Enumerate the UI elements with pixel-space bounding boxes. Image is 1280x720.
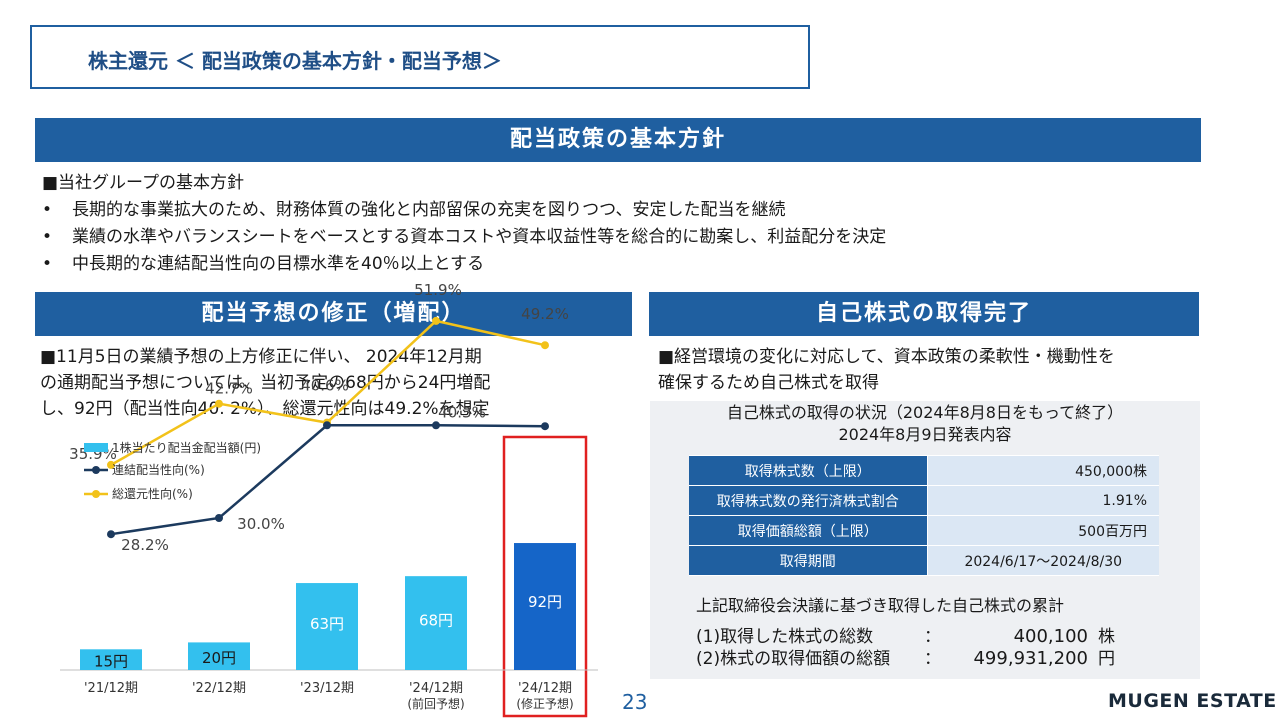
buyback-line: 確保するため自己株式を取得: [658, 373, 879, 393]
bar: [188, 642, 250, 670]
revision-line: し、92円（配当性向40. 2%）、総還元性向は49.2%を想定: [40, 399, 490, 419]
policy-bullet: • 業績の水準やバランスシートをベースとする資本コストや資本収益性等を総合的に勘案…: [42, 227, 887, 247]
page-title: 株主還元 ＜ 配当政策の基本方針・配当予想＞: [88, 49, 502, 73]
legend-swatch: [92, 466, 100, 474]
bar-value-label: 63円: [310, 615, 344, 633]
bar: [296, 583, 358, 670]
bar-value-label: 68円: [419, 611, 453, 629]
cumulative-title: 上記取締役会決議に基づき取得した自己株式の累計: [696, 596, 1065, 615]
buyback-band: 自己株式の取得完了: [649, 292, 1199, 336]
payout-data-label: 30.0%: [237, 515, 285, 533]
table-row: 取得株式数（上限） 450,000株: [689, 455, 1159, 486]
x-tick-sublabel: (修正予想): [516, 696, 573, 711]
bar: [405, 576, 467, 670]
revision-line: の通期配当予想については、当初予定の68円から24円増配: [40, 373, 491, 393]
payout-point: [215, 514, 223, 522]
buyback-table: 取得株式数（上限） 450,000株 取得株式数の発行済株式割合 1.91% 取得価…: [689, 455, 1159, 576]
bar-value-label: 92円: [528, 593, 562, 611]
bar-value-label: 20円: [202, 649, 236, 667]
legend-label: 1株当たり配当金配当額(円): [112, 440, 261, 455]
cumulative-row: (1)取得した株式の総数： 400,100 株: [696, 626, 1115, 647]
table-row: 取得期間 2024/6/17～2024/8/30: [689, 545, 1159, 576]
x-tick-sublabel: (前回予想): [407, 696, 464, 711]
total-return-data-label: 40.6%: [301, 377, 349, 395]
policy-band: 配当政策の基本方針: [35, 118, 1201, 162]
legend-swatch: [92, 490, 100, 498]
company-logo: MUGEN ESTATE: [1108, 690, 1277, 712]
total-return-data-label: 49.2%: [521, 305, 569, 323]
buyback-line: ■経営環境の変化に対応して、資本政策の柔軟性・機動性を: [658, 347, 1115, 367]
payout-point: [323, 421, 331, 430]
x-tick-label: '21/12期: [84, 681, 138, 696]
policy-heading: ■当社グループの基本方針: [42, 173, 245, 193]
legend-swatch: [84, 443, 108, 452]
total-return-point: [107, 460, 115, 469]
header-title-box: 株主還元 ＜ 配当政策の基本方針・配当予想＞: [30, 25, 810, 89]
total-return-point: [541, 341, 549, 350]
total-return-point: [432, 316, 440, 325]
payout-data-label: 40.3%: [438, 403, 486, 421]
legend-label: 連結配当性向(%): [112, 462, 205, 477]
x-tick-label: '24/12期: [518, 681, 572, 696]
total-return-point: [215, 399, 223, 408]
payout-point: [107, 530, 115, 539]
total-return-data-label: 42.7%: [205, 380, 253, 398]
policy-section: ■当社グループの基本方針 • 長期的な事業拡大のため、財務体質の強化と内部留保の充…: [42, 170, 886, 278]
revision-text: ■11月5日の業績予想の上方修正に伴い、 2024年12月期 の通期配当予想につ…: [40, 344, 630, 422]
revision-band: 配当予想の修正（増配）: [35, 292, 632, 336]
x-tick-label: '22/12期: [192, 681, 246, 696]
legend-label: 総還元性向(%): [112, 486, 193, 501]
x-tick-label: '24/12期: [409, 681, 463, 696]
payout-point: [432, 421, 440, 430]
policy-bullet: • 中長期的な連結配当性向の目標水準を40％以上とする: [42, 254, 485, 274]
cumulative-list: (1)取得した株式の総数： 400,100 株 (2)株式の取得価額の総額： 499,…: [696, 626, 1115, 670]
table-row: 取得価額総額（上限） 500百万円: [689, 515, 1159, 546]
bar: [514, 543, 576, 670]
payout-point: [541, 422, 549, 431]
payout-data-label: 28.2%: [121, 536, 169, 554]
buyback-status-title: 自己株式の取得の状況（2024年8月8日をもって終了） 2024年8月9日発表内…: [726, 403, 1124, 444]
payout-data-label: 40.2%: [525, 406, 573, 424]
cumulative-row: (2)株式の取得価額の総額： 499,931,200 円: [696, 648, 1115, 669]
policy-bullet: • 長期的な事業拡大のため、財務体質の強化と内部留保の充実を図りつつ、安定した配当…: [42, 200, 786, 220]
page-number: 23: [622, 690, 648, 714]
revision-line: ■11月5日の業績予想の上方修正に伴い、 2024年12月期: [40, 347, 482, 367]
highlight-frame: [502, 435, 588, 718]
bar-value-label: 15円: [94, 653, 128, 671]
total-return-data-label: 51.9%: [414, 281, 462, 299]
x-tick-label: '23/12期: [300, 681, 354, 696]
bar: [80, 649, 142, 670]
buyback-text: ■経営環境の変化に対応して、資本政策の柔軟性・機動性を 確保するため自己株式を取…: [658, 344, 1218, 396]
